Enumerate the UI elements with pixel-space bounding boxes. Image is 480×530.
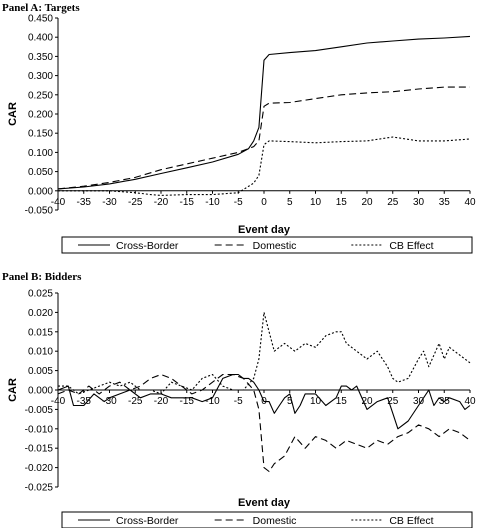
- y-tick-label: 0.050: [28, 167, 53, 178]
- series-line-domestic: [57, 86, 470, 190]
- y-tick-label: 0.000: [28, 386, 53, 397]
- series-line-cb-effect: [58, 136, 471, 196]
- x-tick-label: -30: [102, 396, 117, 407]
- x-tick-label: 25: [387, 197, 399, 208]
- panel-a-title: Panel A: Targets: [2, 2, 80, 14]
- y-tick-label: 0.150: [28, 129, 53, 140]
- y-tick-label: 0.350: [28, 52, 53, 63]
- y-tick-label: 0.005: [28, 366, 53, 377]
- x-tick-label: -5: [234, 396, 243, 407]
- legend-label: Domestic: [253, 240, 297, 252]
- y-tick-label: -0.010: [25, 424, 54, 435]
- y-tick-label: 0.025: [28, 289, 53, 300]
- x-tick-label: 40: [464, 197, 476, 208]
- legend-label: Cross-Border: [116, 515, 179, 527]
- series-line-domestic: [57, 373, 471, 473]
- x-tick-label: 10: [310, 396, 322, 407]
- x-tick-label: -35: [77, 396, 92, 407]
- y-tick-label: -0.005: [25, 405, 54, 416]
- x-tick-label: 10: [310, 197, 322, 208]
- y-tick-label: 0.015: [28, 327, 53, 338]
- x-tick-label: -25: [128, 197, 143, 208]
- panel-b-chart: 0.025 0.020 0.015 0.010 0.005 0.000 -0.005 -0.0…: [7, 289, 476, 528]
- x-axis-title: Event day: [238, 224, 291, 236]
- y-tick-label: -0.020: [25, 463, 54, 474]
- y-tick-label: -0.015: [25, 444, 54, 455]
- x-tick-label: -15: [180, 197, 195, 208]
- y-tick-label: 0.400: [28, 33, 53, 44]
- x-tick-label: -5: [234, 197, 243, 208]
- legend-label: Cross-Border: [116, 240, 179, 252]
- x-tick-label: 15: [336, 197, 348, 208]
- x-tick-label: 20: [361, 396, 373, 407]
- legend-label: Domestic: [253, 515, 297, 527]
- legend-label: CB Effect: [389, 240, 433, 252]
- x-tick-label: 15: [336, 396, 348, 407]
- y-tick-label: 0.010: [28, 347, 53, 358]
- y-tick-label: -0.025: [25, 483, 54, 494]
- x-tick-label: -20: [154, 396, 169, 407]
- x-tick-label: -30: [102, 197, 117, 208]
- panel-b-title: Panel B: Bidders: [2, 271, 82, 283]
- legend-label: CB Effect: [389, 515, 433, 527]
- x-tick-label: -15: [180, 396, 195, 407]
- x-tick-label: 35: [439, 197, 451, 208]
- x-tick-label: 5: [287, 197, 293, 208]
- y-tick-label: 0.250: [28, 90, 53, 101]
- y-tick-label: 0.450: [28, 14, 53, 25]
- x-axis-title: Event day: [238, 497, 291, 509]
- y-tick-label: -0.050: [25, 206, 54, 217]
- x-tick-label: 40: [464, 396, 476, 407]
- panel-a-chart: 0.450 0.400 0.350 0.300 0.250 0.200 0.150 0.100…: [7, 14, 476, 254]
- y-tick-label: 0.200: [28, 110, 53, 121]
- x-tick-label: -20: [154, 197, 169, 208]
- y-tick-label: 0.020: [28, 308, 53, 319]
- x-tick-label: 30: [413, 197, 425, 208]
- x-tick-label: -35: [77, 197, 92, 208]
- x-tick-label: -40: [51, 396, 66, 407]
- x-tick-label: -25: [128, 396, 143, 407]
- x-tick-label: 0: [261, 197, 267, 208]
- y-tick-label: 0.000: [28, 186, 53, 197]
- x-tick-label: 25: [387, 396, 399, 407]
- y-axis-title: CAR: [7, 102, 19, 126]
- x-tick-label: -40: [51, 197, 66, 208]
- x-tick-label: -10: [205, 197, 220, 208]
- x-tick-label: 5: [287, 396, 293, 407]
- y-tick-label: 0.300: [28, 71, 53, 82]
- y-axis-title: CAR: [7, 378, 19, 402]
- x-tick-label: 30: [413, 396, 425, 407]
- x-tick-label: -10: [205, 396, 220, 407]
- series-line-cross-border: [57, 35, 471, 190]
- x-tick-label: 20: [361, 197, 373, 208]
- y-tick-label: 0.100: [28, 148, 53, 159]
- legend-box: [61, 511, 473, 528]
- series-line-cb-effect: [58, 311, 471, 395]
- series-line-cross-border: [57, 373, 471, 430]
- legend-box: [61, 236, 473, 254]
